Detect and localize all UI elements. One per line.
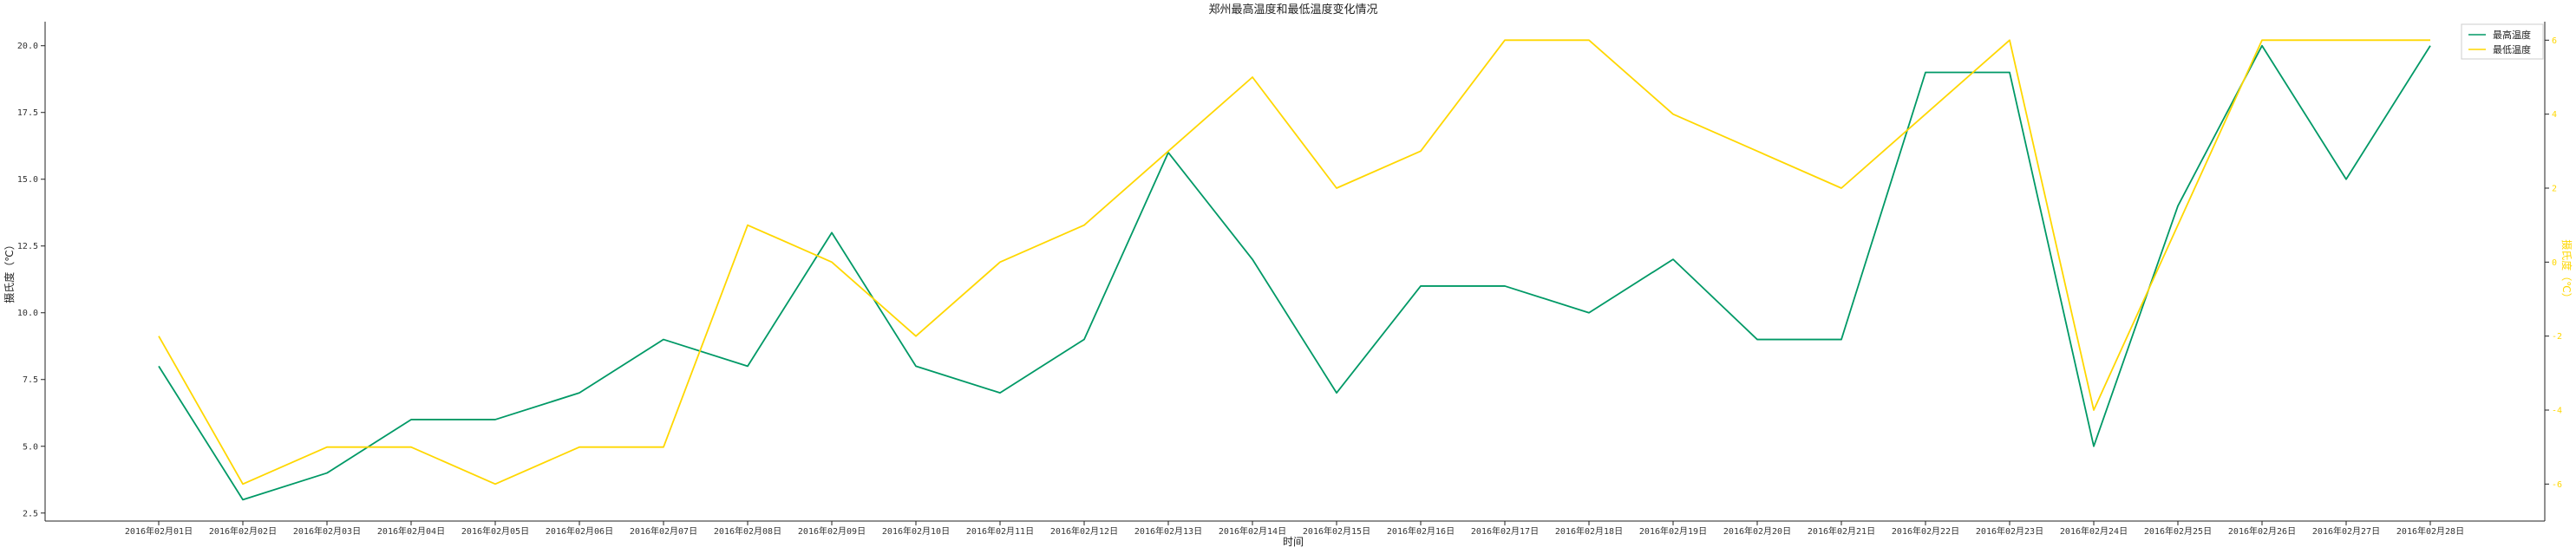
y2-tick-label: -4 [2552, 407, 2562, 416]
x-tick-label: 2016年02月01日 [125, 525, 193, 537]
x-tick-label: 2016年02月10日 [882, 525, 950, 537]
y-tick-label: 12.5 [17, 242, 38, 251]
chart-title: 郑州最高温度和最低温度变化情况 [1208, 3, 1377, 16]
y-tick-label: 7.5 [23, 375, 38, 385]
x-tick-label: 2016年02月12日 [1050, 525, 1118, 537]
y-tick-label: 17.5 [17, 108, 38, 118]
x-axis-ticks: 2016年02月01日 2016年02月02日 2016年02月03日 2016年02… [125, 521, 2464, 537]
x-tick-label: 2016年02月25日 [2144, 525, 2212, 537]
legend-label-high: 最高温度 [2493, 29, 2531, 41]
y2-tick-label: -2 [2552, 332, 2562, 342]
x-tick-label: 2016年02月28日 [2396, 525, 2464, 537]
x-axis-label: 时间 [1283, 536, 1304, 548]
y2-axis-ticks: -6 -4 -2 0 2 4 6 [2545, 36, 2562, 490]
x-tick-label: 2016年02月06日 [546, 525, 613, 537]
x-tick-label: 2016年02月26日 [2228, 525, 2296, 537]
x-tick-label: 2016年02月15日 [1303, 525, 1370, 537]
x-tick-label: 2016年02月20日 [1723, 525, 1791, 537]
legend-label-low: 最低温度 [2493, 43, 2531, 55]
x-tick-label: 2016年02月11日 [966, 525, 1034, 537]
y2-tick-label: 2 [2552, 185, 2557, 194]
y-tick-label: 10.0 [17, 309, 38, 318]
x-tick-label: 2016年02月24日 [2060, 525, 2128, 537]
x-tick-label: 2016年02月03日 [293, 525, 361, 537]
x-tick-label: 2016年02月16日 [1387, 525, 1455, 537]
x-tick-label: 2016年02月17日 [1471, 525, 1539, 537]
x-tick-label: 2016年02月07日 [630, 525, 697, 537]
x-tick-label: 2016年02月08日 [714, 525, 781, 537]
x-tick-label: 2016年02月02日 [209, 525, 277, 537]
legend: 最高温度 最低温度 [2461, 23, 2544, 60]
series-line-0 [158, 44, 2431, 501]
y-axis-label: 摄氏度（℃） [3, 239, 16, 303]
x-tick-label: 2016年02月21日 [1808, 525, 1875, 537]
x-tick-label: 2016年02月14日 [1219, 525, 1286, 537]
y2-tick-label: 0 [2552, 258, 2557, 268]
y2-tick-label: 6 [2552, 36, 2557, 46]
x-tick-label: 2016年02月09日 [798, 525, 866, 537]
legend-box [2461, 23, 2544, 60]
x-tick-label: 2016年02月18日 [1555, 525, 1623, 537]
y2-tick-label: -6 [2552, 480, 2562, 490]
series-lines [158, 39, 2431, 501]
x-tick-label: 2016年02月04日 [377, 525, 445, 537]
y2-tick-label: 4 [2552, 110, 2557, 120]
y-tick-label: 2.5 [23, 509, 38, 518]
x-tick-label: 2016年02月13日 [1134, 525, 1202, 537]
x-tick-label: 2016年02月19日 [1639, 525, 1707, 537]
x-tick-label: 2016年02月05日 [461, 525, 529, 537]
y-tick-label: 15.0 [17, 175, 38, 185]
x-tick-label: 2016年02月27日 [2312, 525, 2380, 537]
y2-axis-label: 摄氏度（℃） [2560, 239, 2573, 303]
series-line-1 [158, 39, 2430, 486]
y-tick-label: 20.0 [17, 42, 38, 51]
y-tick-label: 5.0 [23, 442, 38, 452]
y-axis-ticks: 2.5 5.0 7.5 10.0 12.5 15.0 17.5 20.0 [17, 42, 45, 518]
x-tick-label: 2016年02月22日 [1892, 525, 1959, 537]
x-tick-label: 2016年02月23日 [1976, 525, 2043, 537]
